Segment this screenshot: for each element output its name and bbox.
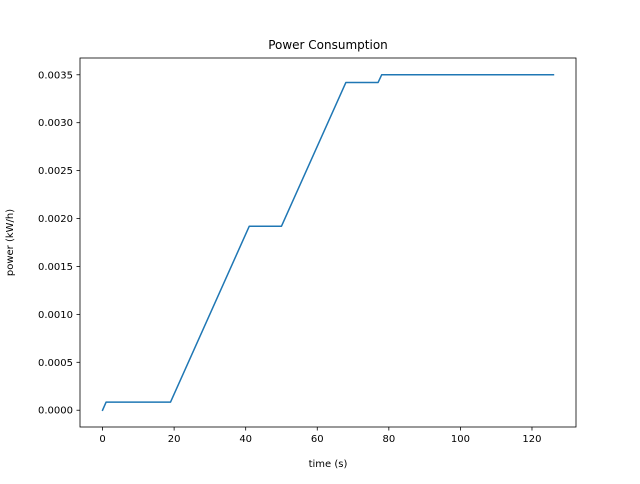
x-tick-label: 40 <box>239 434 252 445</box>
y-axis-label: power (kW/h) <box>5 209 16 276</box>
x-tick-label: 20 <box>168 434 181 445</box>
y-tick-label: 0.0010 <box>38 310 73 321</box>
plot-frame <box>79 57 577 428</box>
series-line-0 <box>101 74 555 412</box>
y-tick-label: 0.0030 <box>38 118 73 129</box>
y-tick-label: 0.0005 <box>38 358 73 369</box>
y-tick-label: 0.0020 <box>38 214 73 225</box>
y-tick-label: 0.0015 <box>38 262 73 273</box>
y-axis: 0.0000 0.0005 0.0010 0.0015 0.0020 0.0025 0.00… <box>38 70 80 417</box>
x-tick-label: 100 <box>451 434 470 445</box>
x-tick-label: 0 <box>99 434 105 445</box>
chart-title: Power Consumption <box>268 38 388 52</box>
y-tick-label: 0.0025 <box>38 166 73 177</box>
x-tick-label: 120 <box>522 434 541 445</box>
x-tick-label: 60 <box>311 434 324 445</box>
series-layer <box>101 74 555 412</box>
x-axis-label: time (s) <box>309 459 348 470</box>
x-tick-label: 80 <box>382 434 395 445</box>
y-tick-label: 0.0000 <box>38 406 73 417</box>
x-axis: 0 20 40 60 80 100 120 <box>99 427 542 445</box>
y-tick-label: 0.0035 <box>38 70 73 81</box>
